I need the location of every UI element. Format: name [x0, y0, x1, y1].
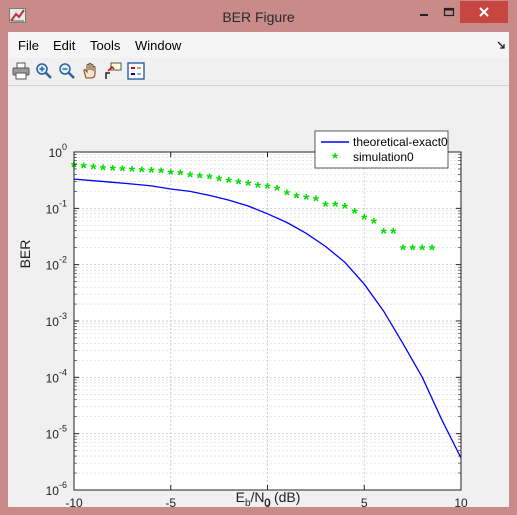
window-title: BER Figure [222, 9, 295, 25]
simulation-point[interactable]: * [139, 164, 146, 181]
simulation-point[interactable]: * [342, 201, 349, 218]
simulation-point[interactable]: * [255, 180, 262, 197]
simulation-point[interactable]: * [110, 163, 117, 180]
simulation-point[interactable]: * [284, 188, 291, 205]
simulation-point[interactable]: * [380, 226, 387, 243]
print-icon[interactable] [12, 62, 30, 80]
pan-icon[interactable] [81, 62, 99, 80]
maximize-button[interactable] [437, 1, 460, 23]
y-tick-label: 10-2 [46, 255, 67, 273]
simulation-point[interactable]: * [81, 160, 88, 177]
menu-edit[interactable]: Edit [53, 38, 76, 53]
figure-canvas: * * * * * * * * * * * * * * * * * * * * * * * * * * * * * * * * * * * * * * 1… [8, 86, 509, 510]
simulation-point[interactable]: * [168, 167, 175, 184]
simulation-point[interactable]: * [177, 168, 184, 185]
simulation-point[interactable]: * [303, 192, 310, 209]
simulation-point[interactable]: * [206, 171, 213, 188]
y-tick-label: 10-4 [46, 367, 67, 385]
legend-label-simulation: simulation0 [353, 150, 414, 164]
y-tick-label: 10-5 [46, 424, 67, 442]
simulation-point[interactable]: * [274, 183, 281, 200]
simulation-point[interactable]: * [216, 173, 223, 190]
simulation-point[interactable]: * [158, 165, 165, 182]
close-icon [479, 7, 489, 17]
simulation-point[interactable]: * [390, 226, 397, 243]
dock-arrow-icon[interactable] [497, 41, 505, 49]
title-bar[interactable]: BER Figure [0, 0, 517, 32]
matlab-figure-icon[interactable] [9, 8, 26, 23]
y-tick-label: 10-1 [46, 198, 67, 216]
y-tick-label: 10-6 [46, 480, 67, 498]
menu-bar: File Edit Tools Window [8, 32, 509, 58]
y-tick-label: 100 [49, 142, 67, 160]
zoom-in-icon[interactable] [35, 62, 53, 80]
simulation-point[interactable]: * [129, 164, 136, 181]
x-tick-label: -5 [165, 496, 176, 507]
simulation-point[interactable]: * [226, 175, 233, 192]
simulation-point[interactable]: * [400, 243, 407, 260]
menu-tools[interactable]: Tools [90, 38, 121, 53]
x-tick-label: 5 [361, 496, 368, 507]
legend[interactable]: * theoretical-exact0 simulation0 [314, 130, 449, 169]
simulation-point[interactable]: * [90, 162, 97, 179]
figure-toolbar [8, 58, 509, 86]
simulation-point[interactable]: * [100, 163, 107, 180]
simulation-point[interactable]: * [429, 243, 436, 260]
figure-client-area: File Edit Tools Window [8, 32, 509, 510]
simulation-point[interactable]: * [419, 243, 426, 260]
legend-label-theory: theoretical-exact0 [353, 135, 448, 149]
minimize-button[interactable] [412, 1, 436, 23]
zoom-out-icon[interactable] [58, 62, 76, 80]
simulation-point[interactable]: * [332, 199, 339, 216]
x-tick-label: -10 [65, 496, 83, 507]
theory-curve[interactable] [73, 178, 462, 459]
simulation-point[interactable]: * [351, 206, 358, 223]
x-tick-label: 0 [264, 496, 271, 507]
simulation-point[interactable]: * [264, 181, 271, 198]
simulation-point[interactable]: * [197, 171, 204, 188]
simulation-point[interactable]: * [235, 176, 242, 193]
simulation-point[interactable]: * [371, 216, 378, 233]
simulation-point[interactable]: * [410, 243, 417, 260]
simulation-point[interactable]: * [187, 169, 194, 186]
simulation-point[interactable]: * [361, 212, 368, 229]
data-cursor-icon[interactable] [104, 62, 122, 80]
menu-file[interactable]: File [18, 38, 39, 53]
y-axis-label: BER [17, 240, 33, 269]
simulation-point[interactable]: * [293, 190, 300, 207]
simulation-point[interactable]: * [322, 199, 329, 216]
close-button[interactable] [460, 1, 508, 23]
ber-chart[interactable]: * * * * * * * * * * * * * * * * * * * * * * * * * * * * * * * ** ** * * * 1… [8, 86, 509, 510]
insert-legend-icon[interactable] [127, 62, 145, 80]
minimize-icon [420, 14, 428, 16]
legend-simulation-marker: * [332, 150, 338, 167]
menu-window[interactable]: Window [135, 38, 182, 53]
x-axis-label: Eb/N0 (dB) [236, 489, 301, 507]
simulation-point[interactable]: * [313, 193, 320, 210]
simulation-point[interactable]: * [148, 165, 155, 182]
simulation-point[interactable]: * [245, 178, 252, 195]
y-tick-label: 10-3 [46, 311, 67, 329]
simulation-point[interactable]: * [119, 163, 126, 180]
maximize-icon [443, 7, 454, 17]
legend-box [314, 130, 449, 169]
x-tick-label: 10 [454, 496, 468, 507]
